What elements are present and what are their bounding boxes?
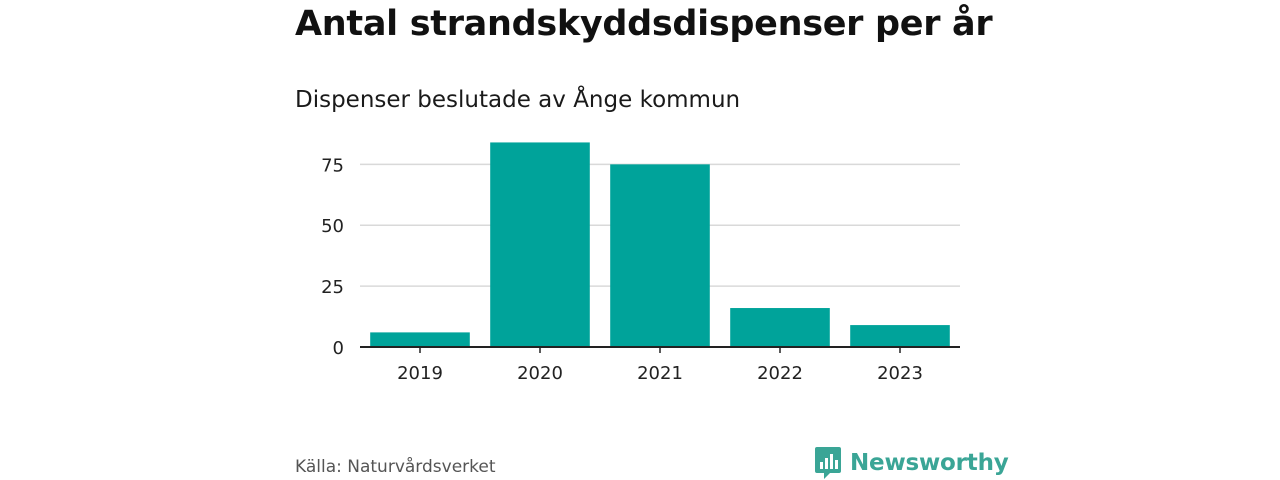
brand-logo: Newsworthy <box>814 446 1009 480</box>
source-note: Källa: Naturvårdsverket <box>295 457 496 477</box>
bar-2019 <box>370 332 470 347</box>
x-tick-label-2021: 2021 <box>637 363 683 384</box>
y-tick-label-50: 50 <box>321 216 344 237</box>
bar-2022 <box>730 308 830 347</box>
x-tick-label-2020: 2020 <box>517 363 563 384</box>
bar-2021 <box>610 164 710 347</box>
x-tick-label-2019: 2019 <box>397 363 443 384</box>
x-tick-label-2022: 2022 <box>757 363 803 384</box>
newsworthy-logo-icon <box>815 447 841 479</box>
bar-2023 <box>850 325 950 347</box>
y-tick-label-75: 75 <box>321 155 344 176</box>
x-tick-label-2023: 2023 <box>877 363 923 384</box>
chart-subtitle: Dispenser beslutade av Ånge kommun <box>295 87 741 113</box>
y-tick-label-0: 0 <box>333 338 344 359</box>
chart-title: Antal strandskyddsdispenser per år <box>295 4 993 44</box>
brand-name: Newsworthy <box>850 450 1009 476</box>
y-tick-label-25: 25 <box>321 277 344 298</box>
bar-2020 <box>490 142 590 347</box>
